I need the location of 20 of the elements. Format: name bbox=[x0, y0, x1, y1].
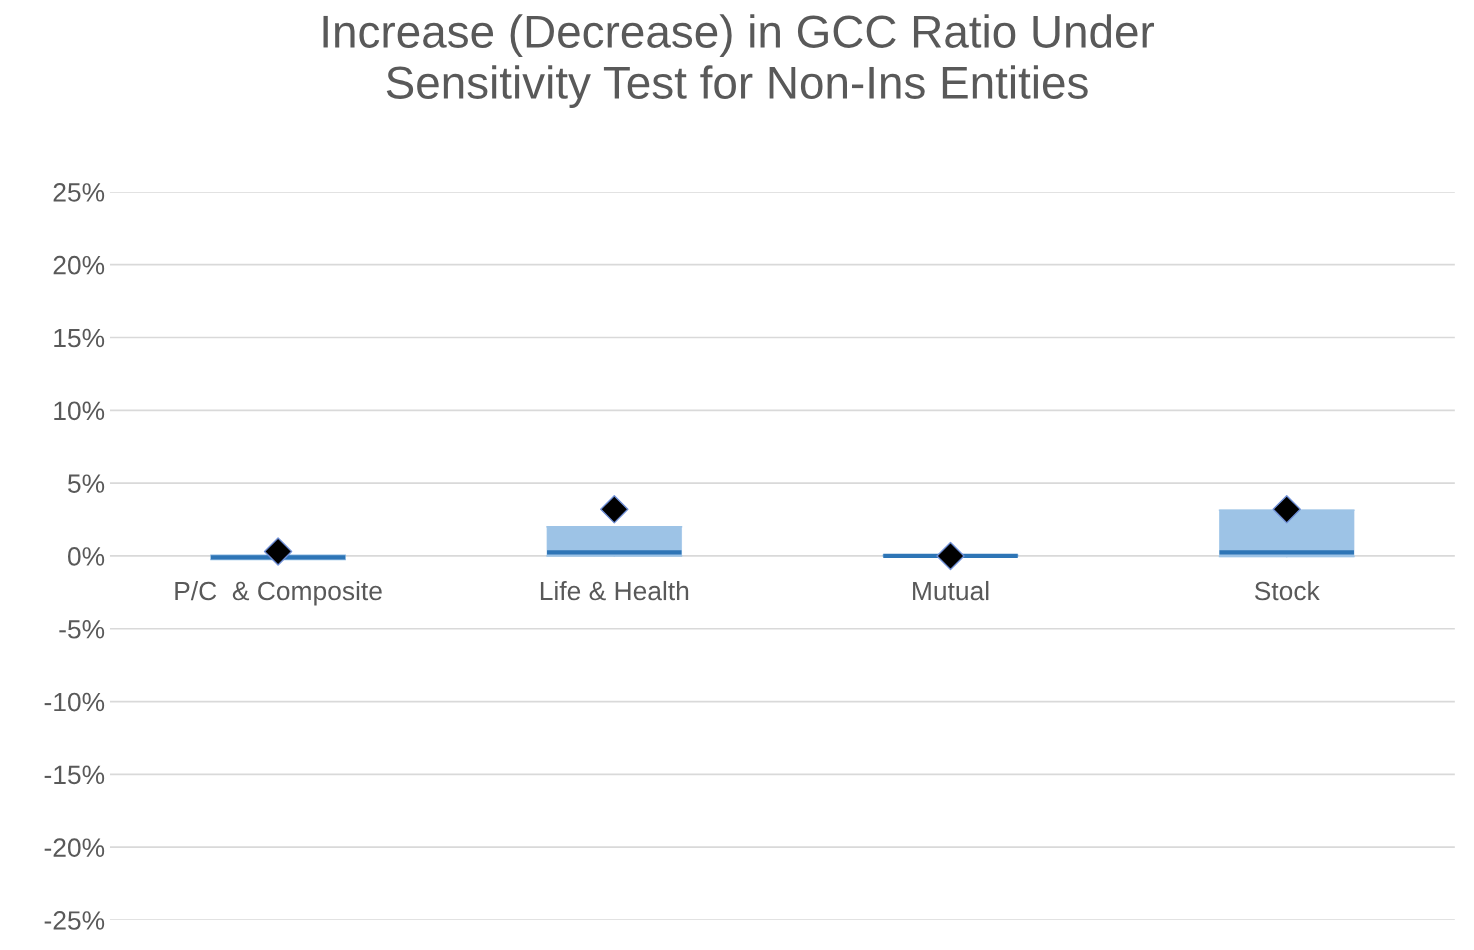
point bbox=[1272, 495, 1301, 524]
x-tick-label: Mutual bbox=[913, 580, 989, 601]
y-tick-label: 25% bbox=[53, 183, 105, 202]
y-tick-label: -15% bbox=[44, 765, 105, 785]
x-tick-label: Life & Health bbox=[540, 580, 689, 601]
x-tick-label: Stock bbox=[1254, 580, 1320, 601]
point bbox=[263, 537, 293, 566]
y-tick-label: 0% bbox=[67, 547, 105, 566]
y-tick-label: -25% bbox=[44, 911, 105, 930]
point bbox=[936, 541, 965, 571]
chart-title: Increase (Decrease) in GCC Ratio Under Sensitivity Test for Non-Ins Entities bbox=[323, 14, 1155, 108]
y-tick-label: 10% bbox=[54, 401, 105, 421]
x-tick-label: P/C & Composite bbox=[175, 580, 382, 606]
y-tick-label: 5% bbox=[68, 474, 105, 493]
y-tick-label: -5% bbox=[59, 620, 105, 639]
y-tick-label: -10% bbox=[44, 692, 105, 712]
y-tick-label: 20% bbox=[53, 255, 105, 275]
point bbox=[600, 495, 629, 524]
y-tick-label: -20% bbox=[44, 838, 105, 857]
y-tick-label: 15% bbox=[54, 328, 105, 348]
